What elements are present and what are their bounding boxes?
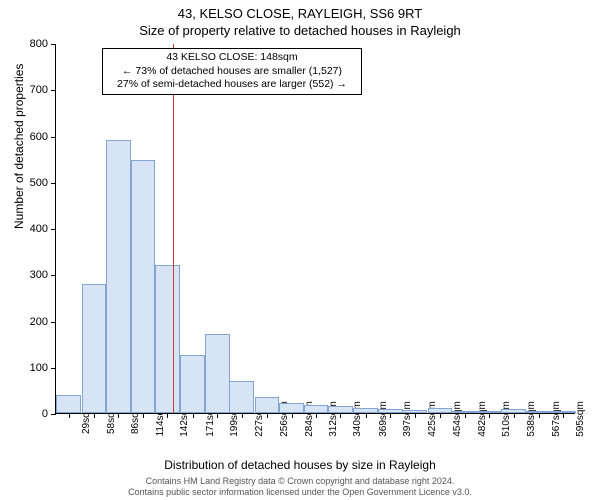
y-tick xyxy=(51,90,56,91)
x-tick-label: 482sqm xyxy=(465,401,488,437)
y-tick-label: 100 xyxy=(30,362,48,374)
footer-line-1: Contains HM Land Registry data © Crown c… xyxy=(0,476,600,487)
y-tick-label: 600 xyxy=(30,131,48,143)
y-tick xyxy=(51,44,56,45)
page-subtitle: Size of property relative to detached ho… xyxy=(0,21,600,42)
y-tick xyxy=(51,229,56,230)
x-tick-label: 567sqm xyxy=(539,401,562,437)
y-tick xyxy=(51,137,56,138)
x-tick-label: 369sqm xyxy=(366,401,389,437)
annotation-line: 43 KELSO CLOSE: 148sqm xyxy=(109,51,355,65)
y-axis-label: Number of detached properties xyxy=(12,64,26,229)
y-tick-label: 200 xyxy=(30,316,48,328)
y-tick xyxy=(51,275,56,276)
annotation-box: 43 KELSO CLOSE: 148sqm← 73% of detached … xyxy=(102,48,362,95)
page-title: 43, KELSO CLOSE, RAYLEIGH, SS6 9RT xyxy=(0,0,600,21)
annotation-line: ← 73% of detached houses are smaller (1,… xyxy=(109,65,355,79)
y-tick-label: 300 xyxy=(30,269,48,281)
x-tick-label: 340sqm xyxy=(340,401,363,437)
x-tick-label: 538sqm xyxy=(514,401,537,437)
footer-attribution: Contains HM Land Registry data © Crown c… xyxy=(0,476,600,498)
y-tick-label: 400 xyxy=(30,223,48,235)
y-tick-label: 500 xyxy=(30,177,48,189)
x-tick-label: 425sqm xyxy=(415,401,438,437)
y-tick xyxy=(51,183,56,184)
footer-line-2: Contains public sector information licen… xyxy=(0,487,600,498)
chart-frame: 010020030040050060070080029sqm58sqm86sqm… xyxy=(55,44,575,414)
histogram-bar xyxy=(106,140,131,413)
x-tick-label: 510sqm xyxy=(489,401,512,437)
y-tick xyxy=(51,368,56,369)
annotation-line: 27% of semi-detached houses are larger (… xyxy=(109,78,355,92)
y-tick xyxy=(51,414,56,415)
y-tick-label: 700 xyxy=(30,84,48,96)
x-axis-label: Distribution of detached houses by size … xyxy=(0,458,600,472)
plot-area: 010020030040050060070080029sqm58sqm86sqm… xyxy=(55,44,575,414)
y-tick xyxy=(51,322,56,323)
histogram-bar xyxy=(82,284,107,414)
histogram-bar xyxy=(155,265,180,413)
reference-line xyxy=(173,44,174,413)
histogram-bar xyxy=(131,160,156,413)
x-tick-label: 454sqm xyxy=(440,401,463,437)
y-tick-label: 0 xyxy=(42,408,48,420)
x-tick-label: 397sqm xyxy=(390,401,413,437)
x-tick-label: 595sqm xyxy=(563,401,586,437)
y-tick-label: 800 xyxy=(30,38,48,50)
